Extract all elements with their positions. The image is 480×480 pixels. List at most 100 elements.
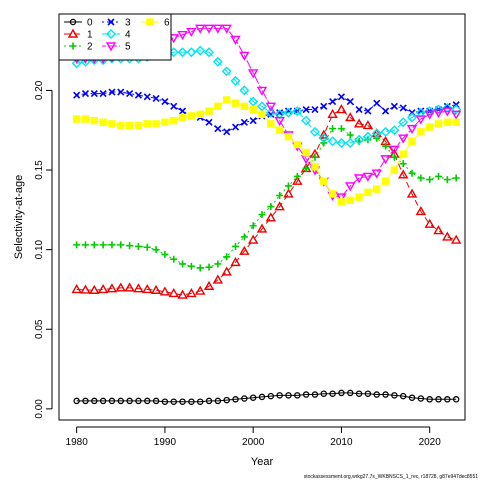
data-point — [214, 260, 222, 268]
data-point — [249, 105, 257, 114]
legend-label: 4 — [125, 30, 131, 41]
data-point — [257, 101, 267, 112]
data-point — [408, 137, 416, 146]
data-point — [302, 148, 310, 157]
data-point — [135, 397, 142, 405]
data-point — [258, 211, 266, 219]
series-4 — [71, 45, 462, 148]
data-point — [73, 91, 81, 99]
data-point — [267, 392, 275, 400]
data-point — [240, 102, 249, 111]
data-point — [283, 188, 294, 198]
data-point — [302, 164, 310, 172]
data-point — [424, 110, 435, 120]
data-point — [415, 115, 427, 125]
data-point — [195, 45, 206, 56]
data-point — [81, 90, 90, 98]
data-point — [117, 241, 125, 249]
data-point — [265, 102, 277, 112]
y-tick-label: 0.15 — [34, 160, 45, 180]
data-point — [212, 56, 223, 67]
data-point — [117, 397, 125, 405]
data-point — [294, 392, 301, 399]
data-point — [71, 58, 82, 69]
data-point — [177, 30, 188, 41]
data-point — [362, 172, 374, 182]
data-point — [328, 190, 337, 198]
data-point — [179, 260, 187, 268]
data-point — [126, 242, 134, 250]
data-point — [256, 86, 268, 96]
data-point — [186, 288, 197, 298]
data-point — [249, 117, 257, 125]
data-point — [177, 47, 188, 58]
data-point — [108, 397, 116, 405]
data-point — [91, 397, 98, 405]
legend-marker — [69, 42, 77, 50]
data-point — [345, 182, 356, 192]
data-point — [347, 389, 354, 397]
legend: 012 345 6 — [58, 13, 172, 61]
data-point — [187, 262, 195, 270]
data-point — [126, 90, 134, 98]
data-point — [292, 106, 303, 117]
data-point — [196, 110, 204, 119]
data-point — [241, 395, 248, 402]
data-point — [249, 394, 257, 401]
x-axis-title: Year — [251, 456, 274, 468]
data-point — [417, 128, 425, 136]
data-point — [81, 241, 89, 249]
data-point — [90, 90, 98, 98]
series-2 — [73, 125, 460, 272]
data-point — [443, 176, 451, 184]
data-point — [99, 397, 107, 405]
data-point — [320, 102, 328, 110]
data-point — [276, 192, 284, 200]
legend-item-1: 1 — [64, 28, 93, 41]
data-point — [240, 233, 248, 241]
data-point — [435, 396, 442, 403]
data-point — [223, 128, 231, 136]
legend-marker — [67, 28, 79, 38]
data-point — [134, 121, 143, 130]
legend-marker — [105, 42, 117, 52]
data-point — [452, 174, 460, 182]
data-point — [72, 115, 81, 123]
data-point — [144, 397, 151, 405]
data-point — [406, 124, 418, 135]
data-point — [398, 134, 409, 144]
data-point — [450, 234, 462, 244]
data-point — [267, 110, 275, 118]
data-point — [223, 396, 230, 404]
data-point — [205, 397, 213, 405]
data-point — [338, 389, 345, 397]
legend-item-5: 5 — [102, 42, 131, 53]
data-point — [408, 394, 416, 401]
data-point — [442, 107, 453, 117]
data-point — [159, 286, 171, 296]
data-point — [221, 66, 232, 77]
data-point — [285, 392, 292, 399]
data-point — [442, 231, 453, 241]
data-point — [274, 201, 285, 211]
data-point — [221, 24, 232, 34]
data-point — [267, 203, 275, 211]
data-point — [230, 75, 241, 86]
data-point — [364, 390, 372, 397]
data-point — [309, 126, 320, 137]
data-point — [188, 398, 195, 405]
data-point — [301, 115, 312, 126]
legend-item-3: 3 — [102, 18, 131, 29]
data-point — [435, 172, 443, 180]
data-point — [443, 118, 452, 126]
data-point — [318, 133, 329, 144]
data-point — [362, 120, 374, 130]
data-point — [399, 160, 407, 168]
data-point — [170, 255, 178, 263]
data-point — [381, 107, 390, 115]
legend-label: 0 — [87, 18, 93, 29]
series-6 — [72, 96, 460, 206]
data-point — [318, 129, 329, 139]
x-tick-label: 1980 — [66, 437, 89, 448]
data-point — [373, 391, 380, 398]
